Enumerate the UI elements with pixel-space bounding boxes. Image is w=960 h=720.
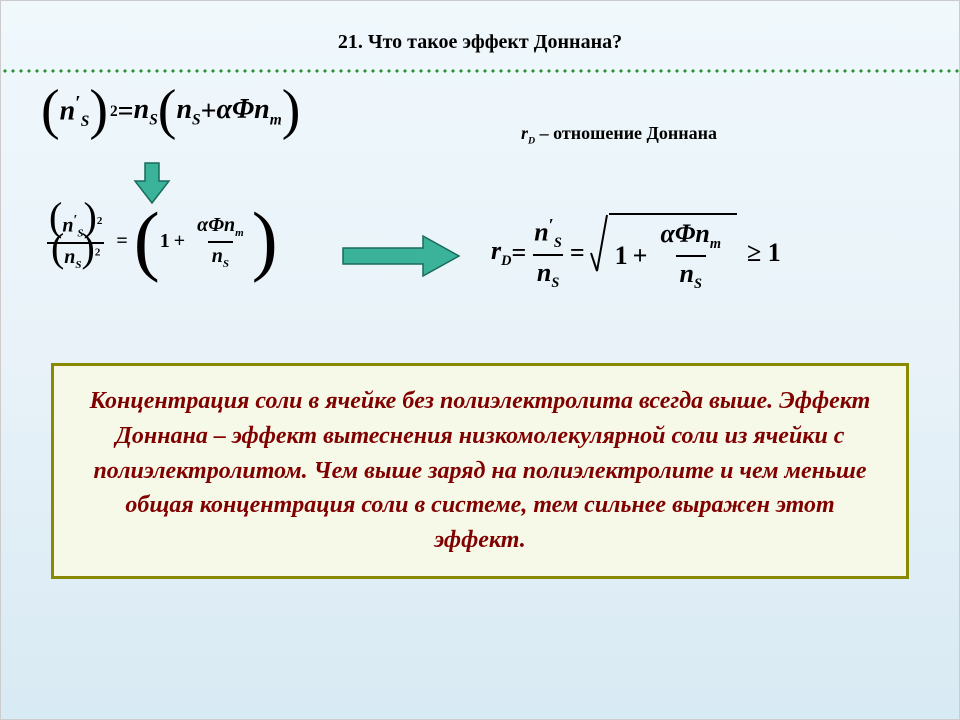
rd-definition-label: rD – отношение Доннана — [521, 123, 717, 147]
equation-1: ( n′S ) 2 = nS ( nS + αΦnm ) — [41, 93, 300, 131]
conclusion-text: Концентрация соли в ячейке без полиэлект… — [90, 388, 871, 553]
sqrt-icon: 1 + αΦnm nS — [589, 213, 737, 293]
equation-3: rD = n′S nS = 1 + αΦnm nS ≥ 1 — [491, 213, 781, 293]
conclusion-box: Концентрация соли в ячейке без полиэлект… — [51, 363, 909, 579]
equation-2: (n′S)2 (nS)2 = ( 1 + αΦnm nS ) — [41, 213, 278, 271]
equations-area: ( n′S ) 2 = nS ( nS + αΦnm ) (n′S)2 (nS)… — [1, 73, 959, 323]
arrow-right-icon — [341, 233, 461, 279]
slide-title: 21. Что такое эффект Доннана? — [1, 1, 959, 64]
